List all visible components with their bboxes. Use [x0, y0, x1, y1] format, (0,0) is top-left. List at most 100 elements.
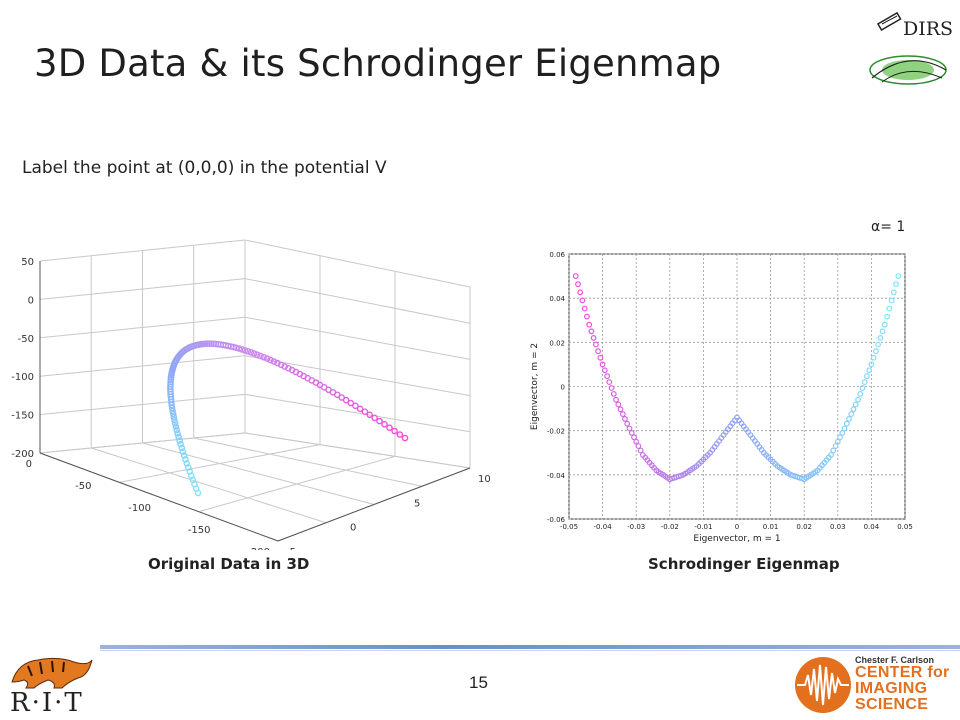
- cis-logo-mark: [795, 657, 851, 713]
- y-axis-label: Eigenvector, m = 2: [530, 343, 540, 430]
- data-point: [850, 406, 857, 413]
- data-point: [590, 334, 597, 341]
- data-point: [250, 350, 258, 357]
- data-point: [604, 373, 610, 380]
- data-point: [879, 328, 886, 335]
- x-axis-line: [277, 467, 471, 542]
- data-point: [575, 281, 581, 288]
- data-point: [175, 433, 182, 441]
- data-point: [577, 289, 584, 296]
- data-point: [622, 415, 628, 422]
- data-point: [171, 416, 178, 424]
- satellite-icon: [876, 11, 902, 31]
- data-point: [588, 328, 595, 335]
- x-tick-label: 5: [414, 498, 420, 509]
- data-point: [172, 423, 180, 430]
- z-tick-label: -150: [11, 411, 34, 422]
- data-point: [617, 406, 624, 413]
- data-point: [615, 401, 622, 408]
- data-point: [581, 305, 588, 312]
- data-point: [169, 407, 176, 415]
- data-point: [832, 443, 839, 450]
- data-point: [595, 348, 601, 355]
- footer-rule: [100, 645, 960, 649]
- data-point: [235, 345, 243, 352]
- data-point: [635, 443, 642, 450]
- cis-logo-line3: IMAGING: [855, 680, 928, 697]
- data-point: [633, 438, 640, 445]
- data-point: [386, 424, 393, 431]
- data-point: [263, 355, 271, 362]
- y-tick-label: -0.06: [547, 516, 566, 524]
- data-point: [381, 420, 388, 428]
- data-point: [599, 361, 606, 368]
- data-point: [241, 347, 249, 354]
- data-point: [848, 411, 855, 418]
- data-point: [174, 430, 181, 437]
- data-point: [866, 367, 873, 374]
- data-point: [170, 413, 178, 421]
- data-point: [584, 313, 590, 320]
- y-tick-label: 0.06: [549, 251, 565, 259]
- x-tick-label: -0.02: [661, 523, 679, 531]
- data-point: [391, 427, 398, 435]
- grid-line: [119, 444, 321, 483]
- data-point: [868, 361, 875, 368]
- slide-subtitle: Label the point at (0,0,0) in the potent…: [22, 158, 387, 178]
- x-tick-label: 0: [735, 523, 739, 531]
- grid-line: [39, 432, 246, 454]
- grid-line: [198, 455, 396, 513]
- data-point: [169, 410, 177, 418]
- data-point: [893, 281, 899, 288]
- caption-schrodinger-eigenmap: Schrodinger Eigenmap: [648, 555, 840, 573]
- data-point: [270, 358, 278, 365]
- grid-line: [244, 239, 471, 288]
- data-point: [342, 396, 350, 404]
- data-point: [205, 340, 213, 347]
- data-point: [870, 354, 877, 361]
- grid-line: [244, 316, 471, 360]
- data-point: [267, 356, 274, 364]
- y-tick-label: 0.02: [549, 339, 565, 347]
- rit-logo-text: R·I·T: [10, 688, 84, 718]
- data-point: [177, 440, 184, 448]
- x-tick-label: 0.04: [864, 523, 880, 531]
- data-point: [572, 273, 579, 279]
- data-point: [338, 394, 346, 401]
- data-point: [888, 297, 895, 304]
- data-point: [171, 420, 179, 427]
- data-point: [624, 420, 631, 427]
- y-tick-label: -0.04: [547, 472, 566, 480]
- data-point: [881, 321, 888, 328]
- data-point: [274, 359, 281, 367]
- x-tick-label: 0.01: [763, 523, 779, 531]
- data-point: [347, 399, 355, 407]
- grid-line: [244, 432, 471, 469]
- y-tick-label: 0: [26, 459, 32, 470]
- grid-line: [91, 447, 327, 524]
- grid-line: [244, 393, 471, 433]
- footer-rule-thin: [100, 650, 960, 651]
- data-point: [857, 390, 864, 397]
- data-point: [592, 341, 599, 348]
- data-point: [834, 438, 841, 445]
- y-tick-label: 0.04: [549, 295, 565, 303]
- data-point: [626, 425, 633, 432]
- data-point: [875, 341, 882, 348]
- globe-icon: [869, 55, 947, 85]
- data-point: [839, 429, 846, 436]
- cis-logo-line1: Chester F. Carlson: [855, 655, 935, 665]
- slide-title: 3D Data & its Schrodinger Eigenmap: [34, 42, 722, 85]
- data-point: [176, 437, 183, 444]
- data-point: [873, 348, 879, 355]
- x-tick-label: 10: [478, 474, 490, 485]
- x-tick-label: 0.02: [796, 523, 812, 531]
- alpha-label: α= 1: [871, 219, 906, 235]
- data-point: [173, 426, 180, 434]
- data-point: [886, 305, 893, 312]
- grid-line: [244, 278, 471, 324]
- x-tick-label: 0.03: [830, 523, 846, 531]
- data-point: [238, 346, 246, 353]
- chart-schrodinger-eigenmap: -0.05 -0.04 -0.03 -0.02 -0.01 0 0.01 0.02 0.03 0.…: [530, 251, 913, 544]
- cis-logo-line4: SCIENCE: [855, 696, 929, 713]
